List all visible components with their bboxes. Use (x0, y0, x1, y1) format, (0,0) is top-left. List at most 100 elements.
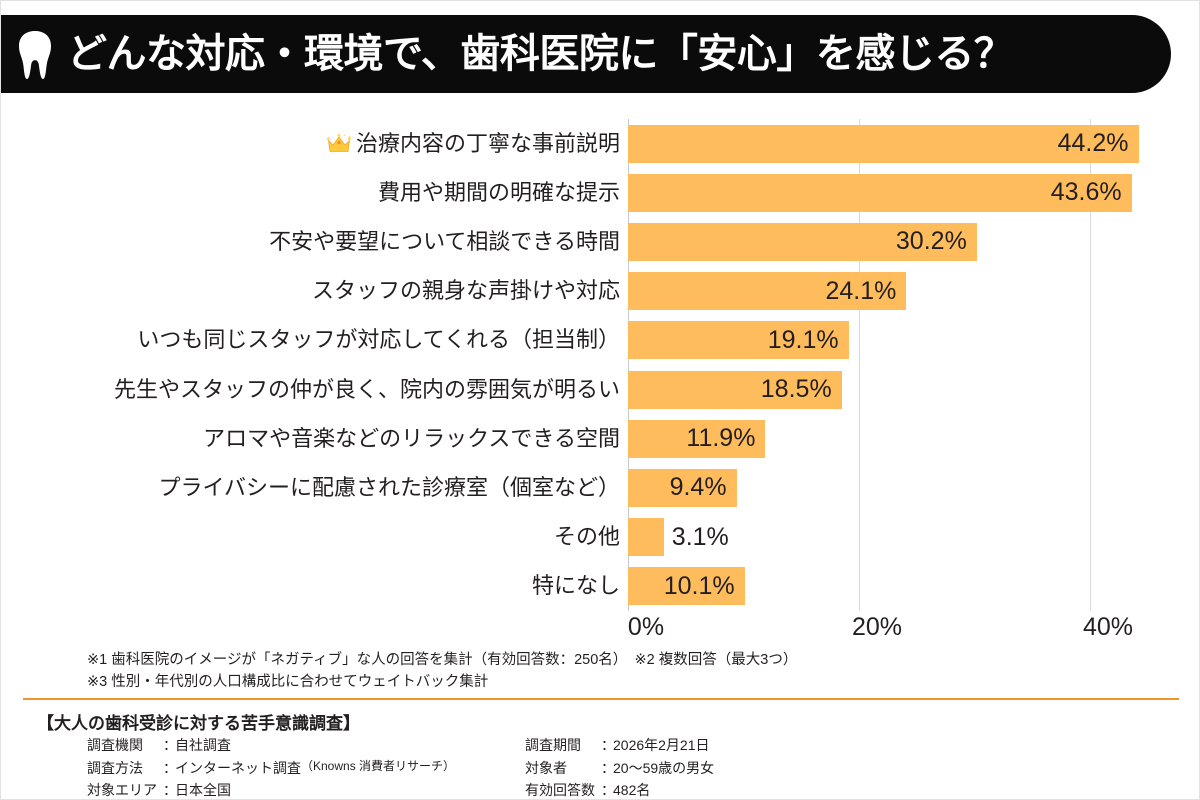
header-banner: どんな対応・環境で、歯科医院に「安心」を感じる？ (1, 15, 1171, 93)
footnotes: ※1 歯科医院のイメージが「ネガティブ」な人の回答を集計（有効回答数：250名）… (87, 649, 797, 694)
category-label: 不安や要望について相談できる時間 (1, 228, 628, 254)
bar-value-label: 19.1% (767, 325, 839, 354)
bar: 3.1% (628, 518, 729, 557)
chart-row: アロマや音楽などのリラックスできる空間 11.9% (1, 414, 1199, 463)
bar-value-label: 18.5% (760, 375, 832, 404)
category-label-text: その他 (553, 524, 620, 550)
bar-value-label: 11.9% (686, 424, 756, 453)
category-label-text: 特になし (531, 573, 620, 599)
category-label: その他 (1, 526, 628, 548)
bar: 11.9% (628, 419, 766, 458)
meta-key: 対象エリア (87, 782, 157, 799)
meta-value: 自社調査 (175, 737, 231, 753)
meta-row: 対象エリア ：日本全国 (87, 779, 455, 799)
bar-container: 43.6% (628, 168, 1199, 217)
meta-key: 対象者 (525, 759, 567, 776)
bar-container: 18.5% (628, 365, 1199, 414)
category-label: 特になし (1, 575, 628, 597)
category-label: スタッフの親身な声掛けや対応 (1, 280, 628, 302)
category-label: アロマや音楽などのリラックスできる空間 (1, 425, 628, 451)
axis-tick-label: 20% (851, 613, 903, 641)
bar-container: 19.1% (628, 316, 1199, 365)
bar: 18.5% (628, 370, 842, 409)
survey-info: 【大人の歯科受診に対する苦手意識調査】 調査機関：自社調査 調査方法：インターネッ… (1, 704, 1199, 799)
meta-row: 調査機関 ：自社調査 (87, 734, 455, 757)
meta-value: 482名 (613, 782, 651, 799)
bar-container: 11.9% (628, 414, 1199, 463)
meta-row: 対象者 ： 20〜59歳の男女 (525, 757, 714, 780)
meta-separator: ： (601, 759, 615, 776)
category-label-text: 不安や要望について相談できる時間 (269, 228, 620, 254)
axis-tick-label: 40% (1082, 613, 1134, 641)
footnote-2: ※3 性別・年代別の人口構成比に合わせてウェイトバック集計 (87, 674, 489, 691)
survey-meta-left: 調査機関：自社調査 調査方法：インターネット調査 （Knowns 消費者リサーチ）対… (87, 734, 455, 799)
meta-key: 調査機関 (87, 737, 143, 753)
category-label: いつも同じスタッフが対応してくれる（担当制） (1, 329, 628, 351)
meta-value-note: （Knowns 消費者リサーチ） (301, 758, 456, 773)
x-axis: 0% 20% 40% (1, 611, 1199, 651)
bar-container: 9.4% (628, 463, 1199, 512)
bar-value-label: 30.2% (895, 227, 967, 256)
crown-icon (326, 133, 352, 152)
category-label: 先生やスタッフの仲が良く、院内の雰囲気が明るい (1, 376, 628, 402)
bar: 10.1% (628, 567, 745, 606)
bar-container: 30.2% (628, 217, 1199, 266)
category-label: 費用や期間の明確な提示 (1, 179, 628, 205)
category-label-text: アロマや音楽などのリラックスできる空間 (203, 425, 620, 451)
chart-row: いつも同じスタッフが対応してくれる（担当制） 19.1% (1, 316, 1199, 365)
bar: 9.4% (628, 468, 737, 507)
meta-row: 有効回答数 ： 482名 (525, 779, 714, 799)
meta-separator: ： (163, 759, 177, 776)
meta-separator: ： (163, 782, 177, 799)
bar: 30.2% (628, 222, 977, 261)
chart-row: 費用や期間の明確な提示 43.6% (1, 168, 1199, 217)
meta-value: インターネット調査 (175, 759, 301, 776)
category-label-text: 費用や期間の明確な提示 (377, 179, 620, 205)
bar-container: 44.2% (628, 119, 1199, 168)
axis-tick-label: 0% (627, 613, 665, 641)
meta-separator: ： (601, 737, 615, 753)
survey-title: 【大人の歯科受診に対する苦手意識調査】 (37, 714, 360, 733)
survey-meta-right: 調査期間： 2026年2月21日 対象者： 20〜59歳の男女 有効回答数： 482名 (525, 734, 714, 799)
bar-value-label: 44.2% (1057, 129, 1129, 158)
bar-container: 24.1% (628, 267, 1199, 316)
category-label: 治療内容の丁寧な事前説明 (1, 130, 628, 156)
category-label-text: プライバシーに配慮された診療室（個室など） (158, 474, 620, 500)
meta-row: 調査方法 ：インターネット調査 （Knowns 消費者リサーチ） (87, 757, 455, 780)
meta-row: 調査期間 ： 2026年2月21日 (525, 734, 714, 757)
bar-container: 10.1% (628, 562, 1199, 611)
bar-value-label: 3.1% (671, 522, 729, 551)
bar-container: 3.1% (628, 513, 1199, 562)
divider (23, 698, 1179, 700)
category-label-text: 治療内容の丁寧な事前説明 (355, 130, 620, 156)
bar-value-label: 24.1% (825, 276, 897, 305)
meta-separator: ： (601, 782, 615, 799)
page-title: どんな対応・環境で、歯科医院に「安心」を感じる？ (67, 32, 1014, 76)
category-label: プライバシーに配慮された診療室（個室など） (1, 474, 628, 500)
meta-value: 20〜59歳の男女 (613, 759, 715, 776)
bar-chart: 治療内容の丁寧な事前説明 44.2% 費用や期間の明確な提示 43.6% 不安や要望につ… (1, 119, 1199, 641)
meta-key: 調査期間 (525, 737, 581, 753)
chart-row: 特になし 10.1% (1, 562, 1199, 611)
bar: 24.1% (628, 272, 907, 311)
chart-row: 先生やスタッフの仲が良く、院内の雰囲気が明るい 18.5% (1, 365, 1199, 414)
meta-separator: ： (163, 737, 177, 753)
chart-row: 不安や要望について相談できる時間 30.2% (1, 217, 1199, 266)
meta-key: 有効回答数 (525, 782, 595, 799)
chart-row: 治療内容の丁寧な事前説明 44.2% (1, 119, 1199, 168)
chart-row: プライバシーに配慮された診療室（個室など） 9.4% (1, 463, 1199, 512)
category-label-text: いつも同じスタッフが対応してくれる（担当制） (137, 327, 620, 353)
chart-rows: 治療内容の丁寧な事前説明 44.2% 費用や期間の明確な提示 43.6% 不安や要望につ… (1, 119, 1199, 611)
chart-row: スタッフの親身な声掛けや対応 24.1% (1, 267, 1199, 316)
bar: 44.2% (628, 124, 1139, 163)
category-label-text: スタッフの親身な声掛けや対応 (311, 278, 620, 304)
bar-value-label: 9.4% (669, 473, 727, 502)
tooth-icon (19, 31, 51, 79)
bar: 43.6% (628, 173, 1132, 212)
bar: 19.1% (628, 321, 849, 360)
meta-value: 2026年2月21日 (613, 737, 710, 753)
meta-key: 調査方法 (87, 759, 143, 776)
category-label-text: 先生やスタッフの仲が良く、院内の雰囲気が明るい (113, 376, 620, 402)
footnote-1: ※1 歯科医院のイメージが「ネガティブ」な人の回答を集計（有効回答数：250名）… (87, 652, 798, 668)
